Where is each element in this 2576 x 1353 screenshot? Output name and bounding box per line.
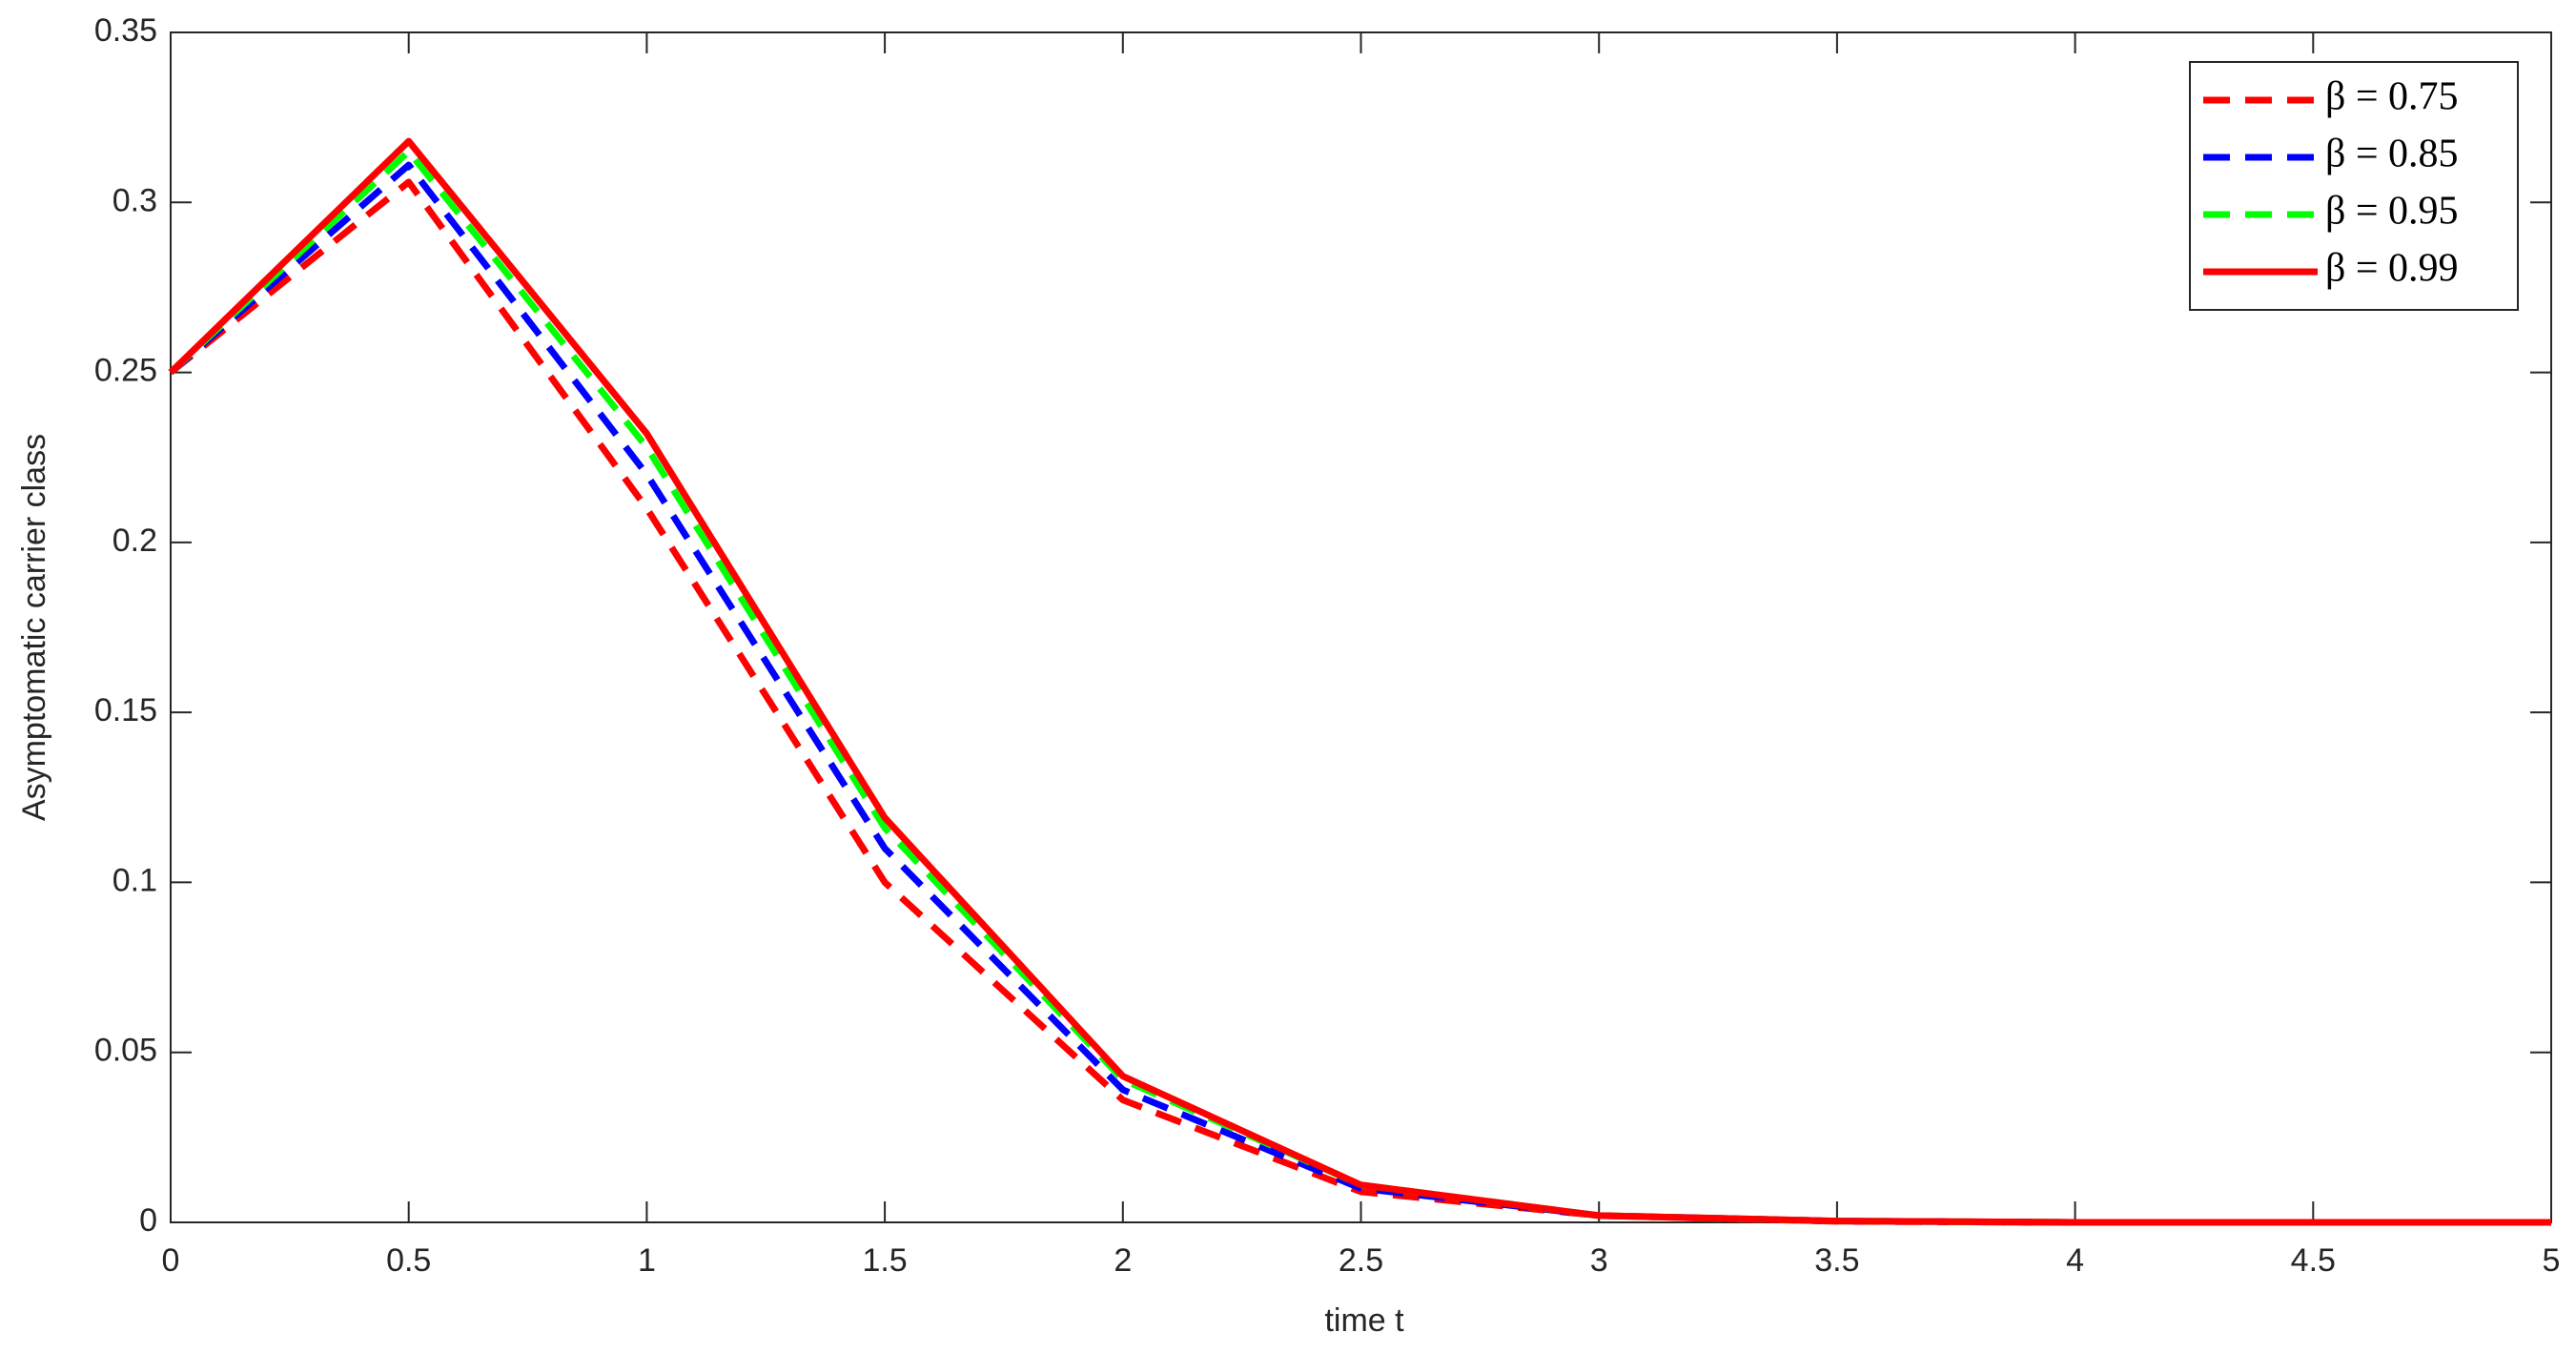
x-tick-label: 4 <box>2066 1242 2084 1279</box>
x-tick-label: 2 <box>1114 1242 1132 1279</box>
series-line <box>168 137 2551 1226</box>
legend-label: β = 0.75 <box>2325 75 2459 119</box>
y-tick-label: 0.15 <box>94 692 157 728</box>
x-tick-label: 2.5 <box>1339 1242 1383 1279</box>
x-tick-label: 0.5 <box>386 1242 431 1279</box>
x-tick-label: 3.5 <box>1814 1242 1859 1279</box>
x-tick-label: 0 <box>162 1242 180 1279</box>
y-tick-label: 0.05 <box>94 1033 157 1069</box>
x-tick-label: 3 <box>1590 1242 1608 1279</box>
x-tick-label: 1 <box>638 1242 656 1279</box>
legend-label: β = 0.95 <box>2325 190 2459 234</box>
y-axis-label: Asymptomatic carrier class <box>16 434 52 821</box>
y-tick-label: 0.2 <box>112 523 157 559</box>
plot-frame <box>170 31 2552 1223</box>
y-tick-label: 0.3 <box>112 182 157 218</box>
legend-label: β = 0.99 <box>2325 247 2459 291</box>
x-tick-label: 1.5 <box>862 1242 907 1279</box>
y-tick-label: 0 <box>139 1202 157 1239</box>
x-axis-label: time t <box>1324 1302 1404 1339</box>
legend-label: β = 0.85 <box>2325 133 2459 176</box>
x-tick-label: 4.5 <box>2291 1242 2336 1279</box>
y-tick-label: 0.35 <box>94 12 157 49</box>
x-tick-label: 5 <box>2543 1242 2561 1279</box>
y-tick-label: 0.1 <box>112 862 157 898</box>
y-tick-label: 0.25 <box>94 353 157 389</box>
